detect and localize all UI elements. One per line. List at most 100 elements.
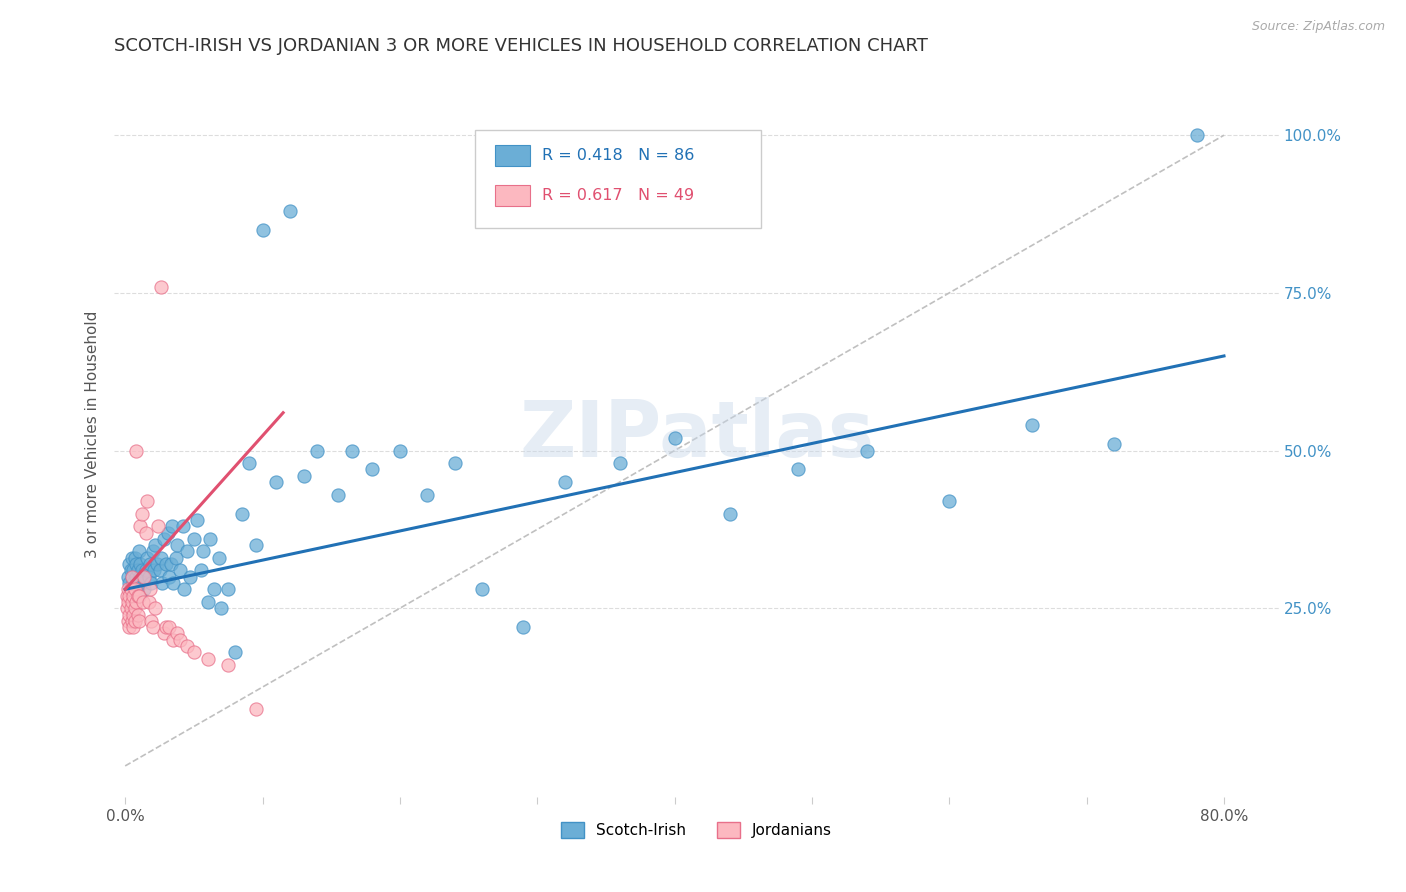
Point bbox=[166, 626, 188, 640]
Point bbox=[122, 589, 145, 603]
Point bbox=[264, 475, 287, 489]
Point bbox=[361, 462, 384, 476]
Point bbox=[118, 607, 141, 622]
Point bbox=[204, 582, 226, 597]
Point bbox=[115, 601, 138, 615]
Point bbox=[135, 563, 157, 577]
Point bbox=[142, 620, 165, 634]
Point bbox=[117, 614, 139, 628]
Point bbox=[224, 645, 246, 659]
Point bbox=[127, 563, 149, 577]
Point bbox=[146, 519, 169, 533]
Point bbox=[138, 595, 160, 609]
Point bbox=[197, 651, 219, 665]
Point bbox=[787, 462, 810, 476]
Point bbox=[131, 576, 153, 591]
Point bbox=[149, 550, 172, 565]
Point bbox=[121, 595, 143, 609]
Point bbox=[443, 456, 465, 470]
Point bbox=[128, 589, 150, 603]
Point bbox=[138, 570, 160, 584]
Point bbox=[157, 620, 180, 634]
Point bbox=[292, 468, 315, 483]
Point bbox=[238, 456, 260, 470]
Point bbox=[122, 620, 145, 634]
Point bbox=[118, 620, 141, 634]
Point bbox=[340, 443, 363, 458]
Point bbox=[124, 614, 146, 628]
Point bbox=[141, 576, 163, 591]
Point bbox=[125, 595, 148, 609]
Point bbox=[169, 632, 191, 647]
Point bbox=[143, 563, 166, 577]
Point bbox=[121, 570, 143, 584]
Point bbox=[155, 557, 177, 571]
Point bbox=[938, 494, 960, 508]
Point bbox=[326, 488, 349, 502]
Point bbox=[131, 563, 153, 577]
Point bbox=[156, 525, 179, 540]
Point bbox=[120, 563, 142, 577]
Point bbox=[115, 589, 138, 603]
Bar bbox=[495, 185, 530, 206]
Point bbox=[127, 589, 149, 603]
Text: Source: ZipAtlas.com: Source: ZipAtlas.com bbox=[1251, 20, 1385, 33]
Point bbox=[169, 563, 191, 577]
Point bbox=[122, 563, 145, 577]
Point bbox=[117, 582, 139, 597]
Point bbox=[121, 550, 143, 565]
Point bbox=[176, 639, 198, 653]
Point bbox=[155, 620, 177, 634]
Point bbox=[124, 582, 146, 597]
Point bbox=[609, 456, 631, 470]
Point bbox=[150, 576, 173, 591]
Point bbox=[165, 550, 187, 565]
Point bbox=[209, 601, 232, 615]
Point bbox=[145, 601, 167, 615]
Point bbox=[718, 507, 741, 521]
Point bbox=[512, 620, 534, 634]
Text: ZIPatlas: ZIPatlas bbox=[519, 397, 875, 473]
Point bbox=[152, 532, 174, 546]
Point bbox=[121, 614, 143, 628]
Point bbox=[129, 570, 152, 584]
Point bbox=[118, 557, 141, 571]
Point bbox=[217, 658, 239, 673]
Point bbox=[136, 550, 159, 565]
FancyBboxPatch shape bbox=[475, 130, 761, 228]
Point bbox=[139, 557, 162, 571]
Point bbox=[1021, 418, 1043, 433]
Point bbox=[145, 538, 167, 552]
Point bbox=[157, 570, 180, 584]
Point bbox=[125, 443, 148, 458]
Point bbox=[193, 544, 215, 558]
Point bbox=[231, 507, 253, 521]
Point bbox=[471, 582, 494, 597]
Point bbox=[245, 538, 267, 552]
Point bbox=[172, 519, 194, 533]
Text: SCOTCH-IRISH VS JORDANIAN 3 OR MORE VEHICLES IN HOUSEHOLD CORRELATION CHART: SCOTCH-IRISH VS JORDANIAN 3 OR MORE VEHI… bbox=[114, 37, 928, 55]
Bar bbox=[495, 145, 530, 167]
Point bbox=[128, 544, 150, 558]
Point bbox=[118, 589, 141, 603]
Point bbox=[124, 601, 146, 615]
Point bbox=[129, 519, 152, 533]
Point bbox=[416, 488, 439, 502]
Point bbox=[149, 279, 172, 293]
Point bbox=[159, 557, 181, 571]
Point bbox=[122, 576, 145, 591]
Point bbox=[173, 582, 195, 597]
Point bbox=[217, 582, 239, 597]
Y-axis label: 3 or more Vehicles in Household: 3 or more Vehicles in Household bbox=[86, 311, 100, 558]
Point bbox=[117, 595, 139, 609]
Point bbox=[1102, 437, 1125, 451]
Point bbox=[118, 576, 141, 591]
Point bbox=[139, 582, 162, 597]
Point bbox=[136, 494, 159, 508]
Point bbox=[132, 570, 155, 584]
Point bbox=[128, 589, 150, 603]
Point bbox=[124, 582, 146, 597]
Point bbox=[207, 550, 229, 565]
Point bbox=[186, 513, 208, 527]
Point bbox=[148, 563, 170, 577]
